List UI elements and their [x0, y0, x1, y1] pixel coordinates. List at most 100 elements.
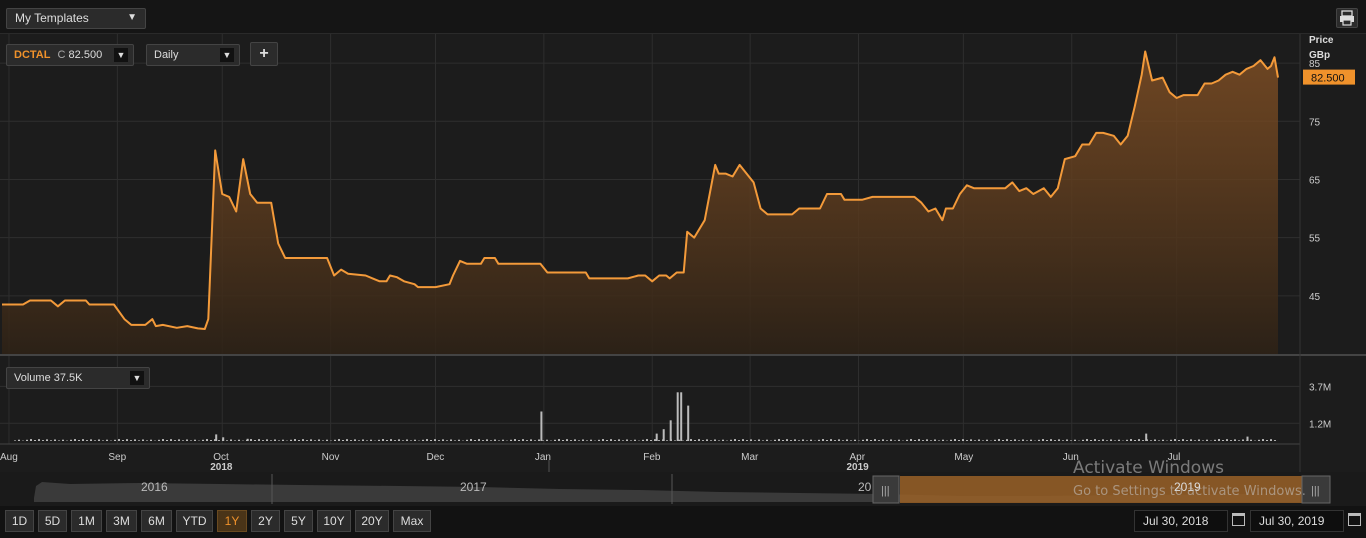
- range-button-2y[interactable]: 2Y: [251, 510, 280, 532]
- volume-bar: [98, 439, 100, 441]
- volume-bar: [234, 440, 236, 441]
- volume-bar: [886, 440, 888, 441]
- symbol-label: DCTAL: [14, 49, 51, 61]
- volume-bar: [210, 440, 212, 441]
- templates-dropdown[interactable]: My Templates ▼: [6, 8, 146, 29]
- volume-bar: [1062, 440, 1064, 441]
- volume-bar: [654, 439, 656, 441]
- volume-bar: [602, 439, 604, 441]
- navigator[interactable]: ||| ||| 2016 2017 20 2019: [0, 472, 1366, 506]
- volume-bar: [314, 440, 316, 441]
- range-button-20y[interactable]: 20Y: [355, 510, 389, 532]
- range-button-6m[interactable]: 6M: [141, 510, 172, 532]
- volume-bar: [626, 439, 628, 441]
- volume-bar: [146, 440, 148, 441]
- volume-bar: [687, 405, 690, 441]
- range-button-5d[interactable]: 5D: [38, 510, 67, 532]
- volume-bar: [262, 440, 264, 441]
- date-to-field[interactable]: Jul 30, 2019: [1250, 510, 1344, 532]
- volume-bar: [782, 440, 784, 441]
- volume-bar: [298, 440, 300, 441]
- volume-tick-label: 3.7M: [1309, 382, 1331, 393]
- volume-bar: [1126, 439, 1128, 441]
- calendar-icon[interactable]: [1348, 513, 1361, 526]
- volume-bar: [486, 439, 488, 441]
- interval-label: Daily: [154, 49, 179, 61]
- volume-bar: [978, 439, 980, 441]
- volume-bar: [42, 440, 44, 441]
- volume-tick-label: 1.2M: [1309, 419, 1331, 430]
- volume-bar: [906, 439, 908, 441]
- add-study-button[interactable]: +: [250, 42, 278, 66]
- range-button-1d[interactable]: 1D: [5, 510, 34, 532]
- interval-selector[interactable]: Daily ▼: [146, 44, 240, 66]
- volume-bar: [998, 439, 1000, 441]
- volume-bar: [934, 439, 936, 441]
- volume-bar: [1262, 439, 1264, 441]
- volume-bar: [918, 439, 920, 441]
- volume-bar: [718, 440, 720, 441]
- volume-bar: [182, 440, 184, 441]
- volume-bar: [582, 439, 584, 441]
- volume-bar: [502, 439, 504, 441]
- volume-bar: [1258, 439, 1260, 441]
- volume-bar: [562, 440, 564, 441]
- date-from-field[interactable]: Jul 30, 2018: [1134, 510, 1228, 532]
- current-price-tag: 82.500: [1303, 69, 1355, 85]
- volume-bar: [438, 440, 440, 441]
- range-button-max[interactable]: Max: [393, 510, 431, 532]
- symbol-selector[interactable]: DCTAL C 82.500 ▼: [6, 44, 134, 66]
- range-button-3m[interactable]: 3M: [106, 510, 137, 532]
- volume-bar: [318, 439, 320, 441]
- volume-bar: [610, 439, 612, 441]
- volume-bar: [442, 439, 444, 441]
- price-line: [2, 50, 1279, 330]
- volume-bar: [962, 439, 964, 441]
- volume-bar: [730, 439, 732, 441]
- calendar-icon[interactable]: [1232, 513, 1245, 526]
- volume-bar: [746, 440, 748, 441]
- volume-bar: [194, 439, 196, 441]
- navigator-selection[interactable]: [900, 476, 1302, 503]
- volume-bar: [258, 439, 260, 441]
- volume-bar: [1214, 439, 1216, 441]
- navigator-chart[interactable]: ||| ||| 2016 2017 20 2019: [0, 472, 1366, 506]
- volume-bar: [274, 439, 276, 441]
- volume-bar: [510, 439, 512, 441]
- volume-bar: [1226, 439, 1228, 441]
- volume-bar: [202, 439, 204, 441]
- volume-bar: [206, 439, 208, 441]
- volume-bar: [950, 439, 952, 441]
- volume-bar: [1154, 439, 1156, 441]
- range-button-5y[interactable]: 5Y: [284, 510, 313, 532]
- volume-bar: [1274, 440, 1276, 441]
- grip-icon: |||: [881, 485, 890, 497]
- range-button-ytd[interactable]: YTD: [176, 510, 213, 532]
- print-button[interactable]: [1336, 8, 1358, 28]
- x-tick-label: Feb: [643, 452, 661, 463]
- volume-bar: [1186, 440, 1188, 441]
- volume-bar: [174, 440, 176, 441]
- volume-bar: [910, 439, 912, 441]
- volume-bar: [862, 439, 864, 441]
- volume-bar: [926, 439, 928, 441]
- volume-bar: [738, 440, 740, 441]
- volume-bar: [214, 439, 216, 441]
- x-tick-label: Jul: [1168, 452, 1181, 463]
- volume-bar: [698, 439, 700, 441]
- volume-bar: [530, 439, 532, 441]
- volume-bar: [1106, 440, 1108, 441]
- range-button-10y[interactable]: 10Y: [317, 510, 351, 532]
- volume-bar: [1178, 440, 1180, 441]
- navigator-right-handle[interactable]: [1301, 475, 1331, 504]
- volume-bar: [786, 439, 788, 441]
- volume-bar: [534, 440, 536, 441]
- navigator-left-handle[interactable]: [872, 475, 900, 504]
- range-button-1y[interactable]: 1Y: [217, 510, 247, 532]
- chart-area[interactable]: Price GBp Aug Sep Oct 2018 Nov Dec Jan Feb Mar Ap…: [0, 34, 1366, 472]
- last-prefix: C: [57, 49, 66, 61]
- volume-bar: [270, 440, 272, 441]
- volume-selector[interactable]: Volume 37.5K ▼: [6, 367, 150, 389]
- range-button-1m[interactable]: 1M: [71, 510, 102, 532]
